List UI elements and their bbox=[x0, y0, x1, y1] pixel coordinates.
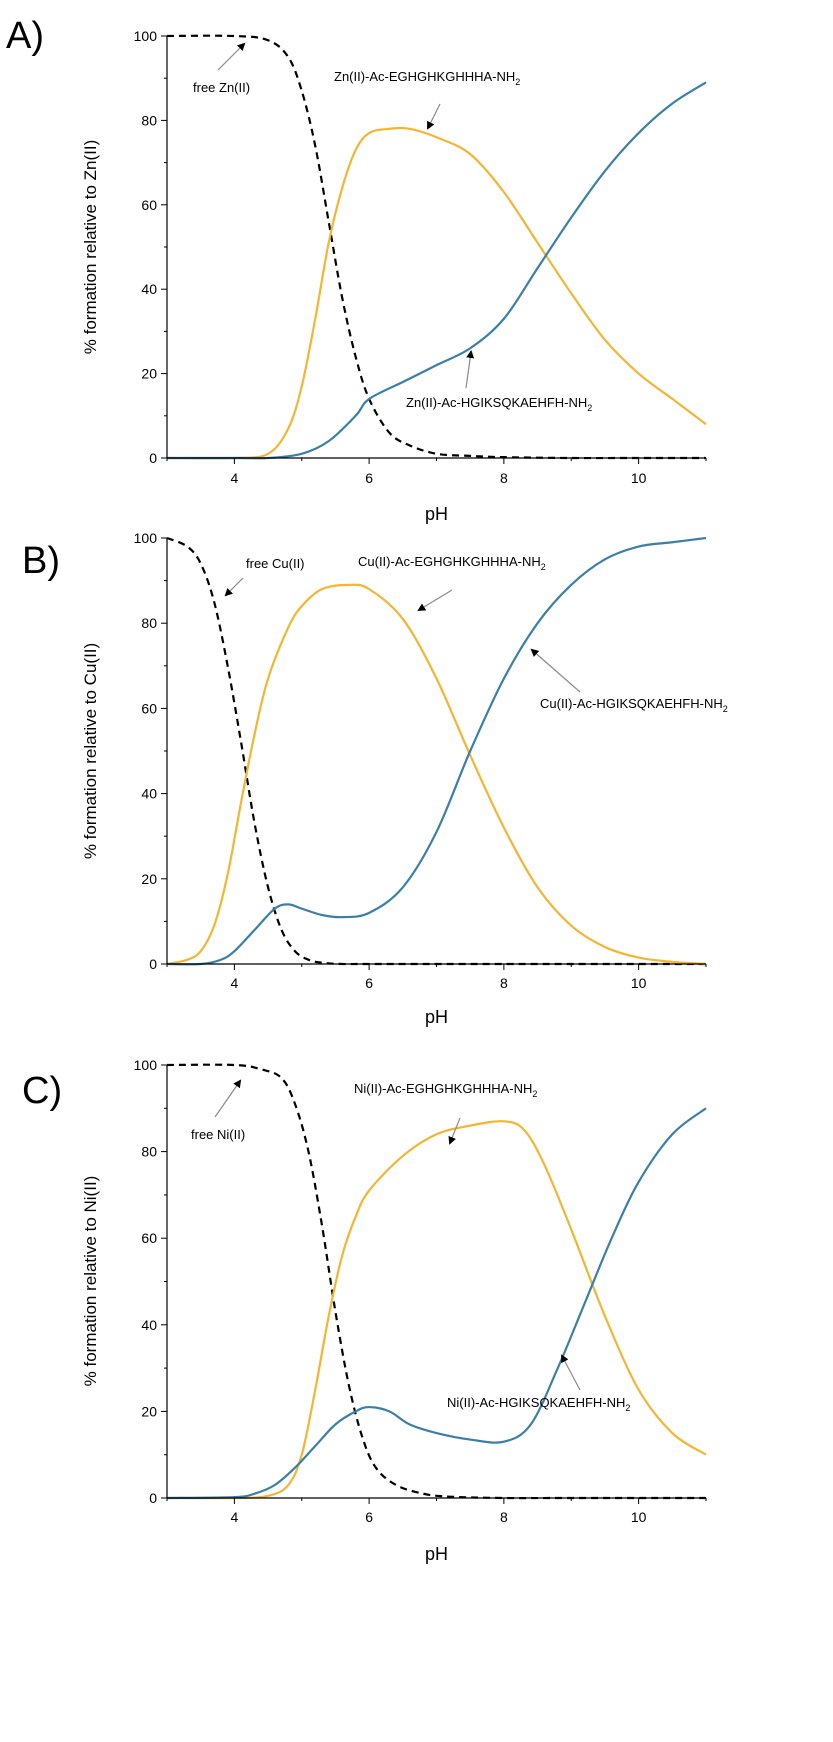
annotation-label: free Cu(II) bbox=[246, 556, 305, 571]
series-line-3 bbox=[166, 1107, 707, 1500]
series-line-1 bbox=[166, 536, 706, 966]
annotation-arrow bbox=[417, 589, 453, 612]
annotation-label: free Ni(II) bbox=[191, 1127, 245, 1142]
y-tick-label: 0 bbox=[149, 450, 157, 466]
series-line-3 bbox=[166, 536, 707, 966]
y-tick-label: 60 bbox=[141, 197, 157, 213]
x-axis-title: pH bbox=[425, 1007, 448, 1027]
x-tick-label: 8 bbox=[500, 975, 508, 991]
x-tick-label: 10 bbox=[631, 1509, 647, 1525]
annotation-label: Cu(II)-Ac-HGIKSQKAEHFH-NH2 bbox=[540, 696, 728, 714]
annotation-arrow bbox=[561, 1354, 581, 1391]
y-tick-label: 40 bbox=[141, 786, 157, 802]
annotation-arrow bbox=[530, 648, 581, 693]
annotation-label: Zn(II)-Ac-EGHGHKGHHHA-NH2 bbox=[334, 69, 520, 87]
y-tick-label: 0 bbox=[149, 1490, 157, 1506]
annotation-arrow bbox=[217, 42, 246, 71]
x-tick-label: 10 bbox=[631, 975, 647, 991]
y-tick-label: 20 bbox=[141, 366, 157, 382]
annotation-arrow bbox=[427, 103, 441, 130]
annotation-arrow bbox=[448, 1117, 461, 1145]
x-axis-title: pH bbox=[425, 1544, 448, 1564]
panel-label: A) bbox=[6, 15, 44, 57]
y-tick-label: 40 bbox=[141, 281, 157, 297]
y-tick-label: 100 bbox=[134, 28, 158, 44]
annotation-label: free Zn(II) bbox=[193, 80, 250, 95]
x-tick-label: 6 bbox=[365, 975, 373, 991]
x-tick-label: 4 bbox=[230, 1509, 238, 1525]
y-tick-label: 60 bbox=[141, 700, 157, 716]
series-line-3 bbox=[166, 81, 707, 460]
x-tick-label: 4 bbox=[230, 470, 238, 486]
y-tick-label: 80 bbox=[141, 112, 157, 128]
y-tick-label: 20 bbox=[141, 871, 157, 887]
y-tick-label: 0 bbox=[149, 956, 157, 972]
x-tick-label: 10 bbox=[631, 470, 647, 486]
y-tick-label: 100 bbox=[134, 530, 158, 546]
y-tick-label: 100 bbox=[134, 1057, 158, 1073]
annotation-label: Ni(II)-Ac-EGHGHKGHHHA-NH2 bbox=[354, 1081, 537, 1099]
panel-label: B) bbox=[22, 540, 60, 582]
annotation-label: Ni(II)-Ac-HGIKSQKAEHFH-NH2 bbox=[447, 1395, 630, 1413]
x-tick-label: 4 bbox=[230, 975, 238, 991]
annotation-label: Cu(II)-Ac-EGHGHKGHHHA-NH2 bbox=[358, 554, 546, 572]
series-line-2 bbox=[166, 1120, 707, 1500]
y-tick-label: 40 bbox=[141, 1317, 157, 1333]
y-axis-title: % formation relative to Cu(II) bbox=[81, 643, 100, 859]
x-axis-title: pH bbox=[425, 504, 448, 524]
chart-panel-3: C) 0 20 40 60 80 100 4 6 8 10 pH % formation relativ… bbox=[22, 1057, 707, 1564]
panel-label: C) bbox=[22, 1070, 62, 1112]
chart-panel-2: B) 0 20 40 60 80 100 4 6 8 10 pH % formation relativ… bbox=[22, 530, 728, 1027]
y-tick-label: 80 bbox=[141, 1144, 157, 1160]
series-line-2 bbox=[166, 126, 707, 460]
x-tick-label: 8 bbox=[500, 1509, 508, 1525]
x-tick-label: 6 bbox=[365, 1509, 373, 1525]
series-line-1 bbox=[166, 34, 706, 460]
annotation-arrow bbox=[214, 1079, 242, 1118]
y-axis-title: % formation relative to Zn(II) bbox=[81, 140, 100, 354]
y-tick-label: 60 bbox=[141, 1230, 157, 1246]
annotation-label: Zn(II)-Ac-HGIKSQKAEHFH-NH2 bbox=[406, 395, 592, 413]
x-tick-label: 6 bbox=[365, 470, 373, 486]
chart-panel-1: A) 0 20 40 60 80 100 4 6 8 10 pH % formation relativ… bbox=[6, 15, 707, 524]
y-tick-label: 80 bbox=[141, 615, 157, 631]
series-line-2 bbox=[166, 583, 707, 966]
x-tick-label: 8 bbox=[500, 470, 508, 486]
annotation-arrow bbox=[465, 350, 475, 389]
y-tick-label: 20 bbox=[141, 1403, 157, 1419]
annotation-arrow bbox=[224, 577, 244, 597]
y-axis-title: % formation relative to Ni(II) bbox=[81, 1176, 100, 1387]
